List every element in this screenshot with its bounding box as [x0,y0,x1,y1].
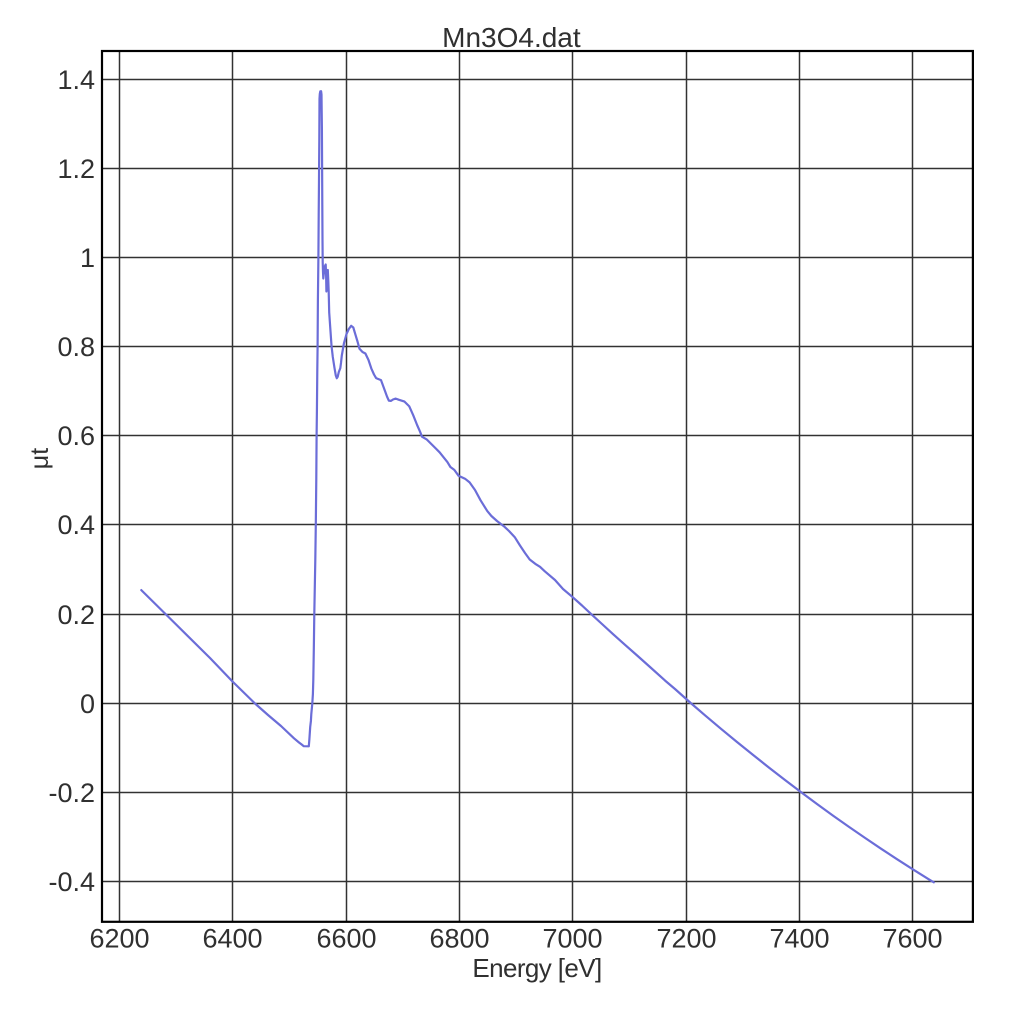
svg-text:7000: 7000 [542,923,602,953]
svg-text:6800: 6800 [429,923,489,953]
svg-text:7400: 7400 [769,923,829,953]
svg-text:0.6: 0.6 [57,421,95,451]
svg-text:7200: 7200 [656,923,716,953]
svg-text:0.8: 0.8 [57,332,95,362]
svg-text:6600: 6600 [316,923,376,953]
svg-text:μt: μt [26,448,54,469]
svg-text:6200: 6200 [89,923,149,953]
svg-text:7600: 7600 [882,923,942,953]
svg-text:-0.4: -0.4 [48,867,95,897]
svg-text:Energy [eV]: Energy [eV] [472,953,601,983]
svg-text:1.2: 1.2 [57,154,95,184]
svg-text:0.4: 0.4 [57,510,95,540]
svg-text:1.4: 1.4 [57,65,95,95]
svg-text:-0.2: -0.2 [48,778,95,808]
svg-text:1: 1 [80,243,95,273]
svg-text:0: 0 [80,689,95,719]
svg-text:6400: 6400 [202,923,262,953]
svg-text:Mn3O4.dat: Mn3O4.dat [442,22,581,53]
svg-text:0.2: 0.2 [57,600,95,630]
